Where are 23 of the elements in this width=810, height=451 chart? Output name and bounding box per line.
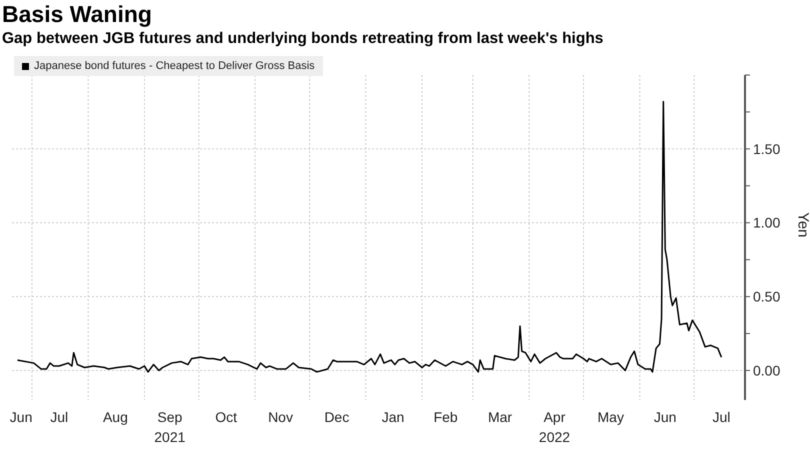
y-tick-label: 1.50 [753, 140, 780, 157]
y-axis-title: Yen [794, 212, 810, 238]
y-tick-label: 0.50 [753, 288, 780, 305]
x-tick-label: Feb [434, 409, 458, 425]
x-tick-label: Jan [382, 409, 404, 425]
y-tick-label: 0.00 [753, 362, 780, 378]
chart-subtitle: Gap between JGB futures and underlying bonds retreating from last week's highs [2, 30, 604, 48]
y-tick-label: 1.00 [753, 214, 780, 231]
x-tick-label: May [598, 409, 624, 425]
x-tick-label: Jun [654, 409, 676, 425]
x-tick-label: Jul [50, 409, 68, 425]
chart-title: Basis Waning [2, 1, 152, 28]
x-tick-label: Apr 2022 [538, 409, 570, 445]
x-tick-label: Oct [215, 409, 238, 425]
x-tick-label: Sep 2021 [154, 409, 186, 445]
x-tick-label: Jul [712, 409, 730, 425]
x-tick-label: Mar [488, 409, 512, 425]
x-tick-label: Jun [10, 409, 32, 425]
x-tick-label: Nov [268, 409, 293, 425]
legend-label: Japanese bond futures - Cheapest to Deliver Gross Basis [33, 60, 315, 72]
line-series [16, 100, 722, 373]
x-tick-label: Dec [324, 409, 350, 425]
x-tick-label: Aug [102, 409, 128, 425]
